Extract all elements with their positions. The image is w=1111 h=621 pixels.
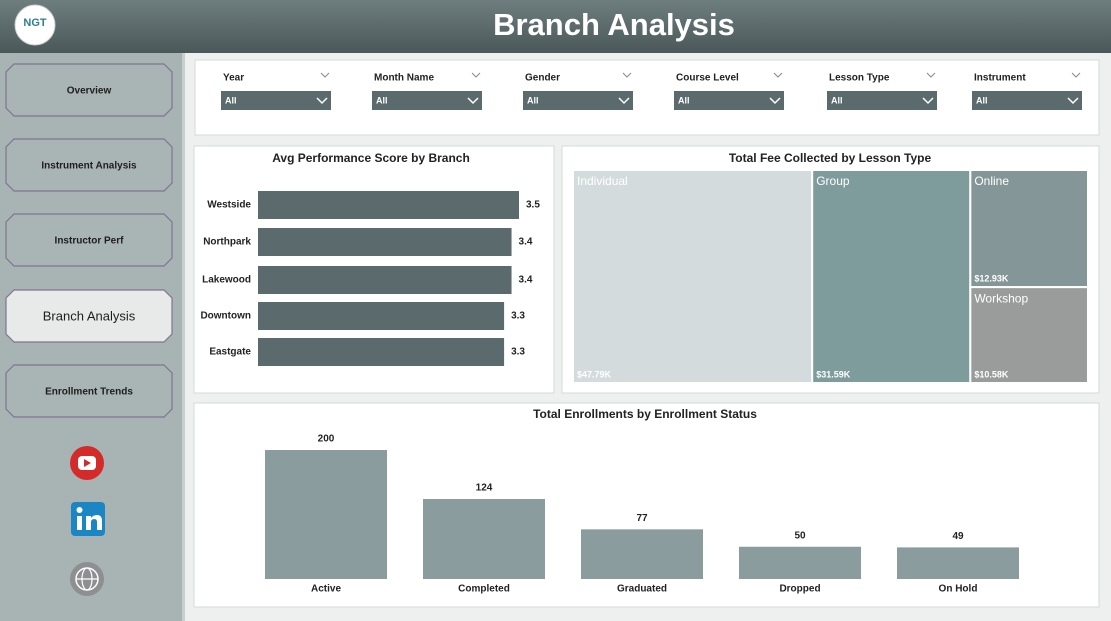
filter-dropdown[interactable] [523,91,633,110]
header-bar [0,0,1111,53]
treemap-cell [969,169,1090,289]
treemap-value: $31.59K [816,369,851,379]
filter-value[interactable]: All [376,95,388,105]
nav-label[interactable]: Instructor Perf [55,236,125,247]
chart-title: Avg Performance Score by Branch [272,151,470,165]
nav-label[interactable]: Overview [67,86,112,97]
value-label: 3.4 [519,237,533,248]
treemap-label: Workshop [974,291,1028,305]
linkedin-n [86,515,102,530]
dropdown-chevron[interactable] [922,97,934,105]
category-label: Lakewood [202,275,251,286]
filter-value[interactable]: All [678,95,690,105]
dropdown-chevron[interactable] [1067,97,1079,105]
dropdown-chevron[interactable] [618,97,630,105]
value-label: 3.3 [511,347,525,358]
filter-chevron[interactable] [1071,72,1081,78]
filter-value[interactable]: All [976,95,988,105]
nav-label[interactable]: Enrollment Trends [45,387,133,398]
treemap-value: $47.79K [577,369,612,379]
filter-dropdown[interactable] [972,91,1082,110]
nav-button[interactable] [5,289,173,343]
filter-label: Instrument [974,73,1026,84]
filter-label: Month Name [374,73,434,84]
filter-chevron[interactable] [622,72,632,78]
filter-label: Gender [525,73,560,84]
filter-label: Course Level [676,73,739,84]
dropdown-chevron[interactable] [467,97,479,105]
bar [897,547,1019,579]
web-icon[interactable] [70,562,104,596]
treemap-label: Individual [577,174,628,188]
filter-value[interactable]: All [225,95,237,105]
bar [258,338,505,366]
filter-value[interactable]: All [527,95,539,105]
youtube-play [84,459,91,467]
value-label: 77 [636,513,648,524]
value-label: 200 [318,434,335,445]
nav-button[interactable] [5,63,173,117]
treemap-value: $12.93K [974,274,1009,284]
filter-dropdown[interactable] [674,91,784,110]
filter-chevron[interactable] [471,72,481,78]
value-label: 3.4 [519,275,533,286]
filter-chevron[interactable] [926,72,936,78]
nav-button[interactable] [5,213,173,267]
nav-button[interactable] [5,364,173,418]
value-label: 3.3 [511,311,525,322]
nav-button[interactable] [5,138,173,192]
treemap-cell [811,169,972,384]
sidebar-edge [182,53,185,621]
filter-dropdown[interactable] [372,91,482,110]
bar [258,191,519,219]
nav-label[interactable]: Branch Analysis [43,308,136,323]
category-label: Downtown [200,311,251,322]
logo [14,4,56,46]
chart-title: Total Fee Collected by Lesson Type [729,151,932,165]
treemap-cell [572,169,814,384]
value-label: 50 [794,530,806,541]
dropdown-chevron[interactable] [316,97,328,105]
treemap-label: Online [974,174,1009,188]
category-label: Eastgate [209,347,251,358]
bar [258,302,505,330]
x-tick-label: On Hold [939,584,978,595]
filter-chevron[interactable] [320,72,330,78]
x-tick-label: Graduated [617,584,667,595]
bar [265,450,387,579]
filter-card [194,59,1100,136]
filter-label: Year [223,73,244,84]
filter-label: Lesson Type [829,73,890,84]
bar [581,529,703,579]
treemap-value: $10.58K [974,369,1009,379]
bar [258,228,512,256]
dropdown-chevron[interactable] [769,97,781,105]
youtube-icon[interactable] [70,446,104,480]
treemap-cell [969,286,1090,385]
value-label: 49 [952,531,964,542]
filter-dropdown[interactable] [221,91,331,110]
x-tick-label: Dropped [779,584,820,595]
linkedin-icon[interactable] [71,502,105,536]
x-tick-label: Active [311,584,341,595]
page-title: Branch Analysis [493,7,735,42]
bar [739,546,861,579]
bar [258,266,512,294]
value-label: 124 [476,483,493,494]
chart-title: Total Enrollments by Enrollment Status [533,407,757,421]
category-label: Westside [207,200,251,211]
category-label: Northpark [203,237,251,248]
filter-dropdown[interactable] [827,91,937,110]
linkedin-i [77,516,82,530]
treemap-label: Group [816,174,850,188]
filter-chevron[interactable] [773,72,783,78]
x-tick-label: Completed [458,584,510,595]
filter-value[interactable]: All [831,95,843,105]
logo-text: NGT [23,17,47,29]
bar [423,499,545,579]
nav-label[interactable]: Instrument Analysis [41,161,137,172]
value-label: 3.5 [526,200,540,211]
linkedin-dot [76,507,83,513]
